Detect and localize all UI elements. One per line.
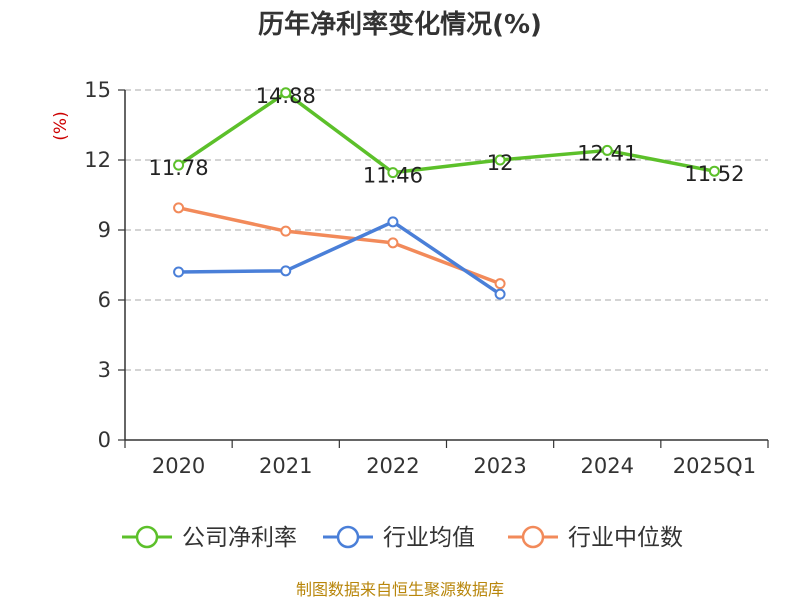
data-point [280,87,292,99]
data-label: 11.52 [684,162,744,186]
legend-marker [135,525,159,549]
y-tick-label: 0 [98,428,111,452]
data-point [494,154,506,166]
legend-marker [336,525,360,549]
data-point [387,167,399,179]
y-unit-label: (%) [51,111,71,140]
series-line [178,206,501,286]
source-note: 制图数据来自恒生聚源数据库 [296,580,504,599]
axes: 0 3 6 9 12 15 2020 2021 2022 2023 2024 2025Q1 [84,78,769,478]
data-label: 11.46 [363,164,423,188]
data-point [601,144,613,156]
y-tick-label: 12 [84,148,111,172]
data-point [708,165,720,177]
data-label: 14.88 [256,84,316,108]
x-tick-label: 2025Q1 [673,454,756,478]
data-point [387,216,399,228]
data-label: 12.41 [577,141,637,165]
data-labels: 11.78 14.88 11.46 12 12.41 11.52 [149,84,745,188]
data-label: 11.78 [149,156,209,180]
x-tick-label: 2022 [366,454,419,478]
legend-label: 公司净利率 [182,525,297,551]
legend-label: 行业均值 [383,525,475,551]
y-tick-label: 3 [98,358,111,382]
data-label: 12 [487,151,514,175]
chart-title: 历年净利率变化情况(%) [258,9,542,40]
y-tick-label: 9 [98,218,111,242]
data-point [494,278,506,290]
data-point [387,237,399,249]
gridlines [125,89,768,371]
data-point [173,202,185,214]
data-point [280,225,292,237]
y-tick-label: 15 [84,78,111,102]
legend-label: 行业中位数 [568,525,683,551]
legend: 公司净利率 行业均值 行业中位数 [122,525,683,551]
data-point [173,266,185,278]
series-line [178,220,502,296]
x-tick-label: 2023 [473,454,526,478]
data-point [173,159,185,171]
data-point [280,265,292,277]
data-point [494,288,506,300]
x-tick-label: 2024 [581,454,634,478]
y-tick-label: 6 [98,288,111,312]
x-tick-label: 2020 [152,454,205,478]
series-group [173,87,720,300]
legend-marker [521,525,545,549]
series-line [177,91,715,175]
x-tick-label: 2021 [259,454,312,478]
